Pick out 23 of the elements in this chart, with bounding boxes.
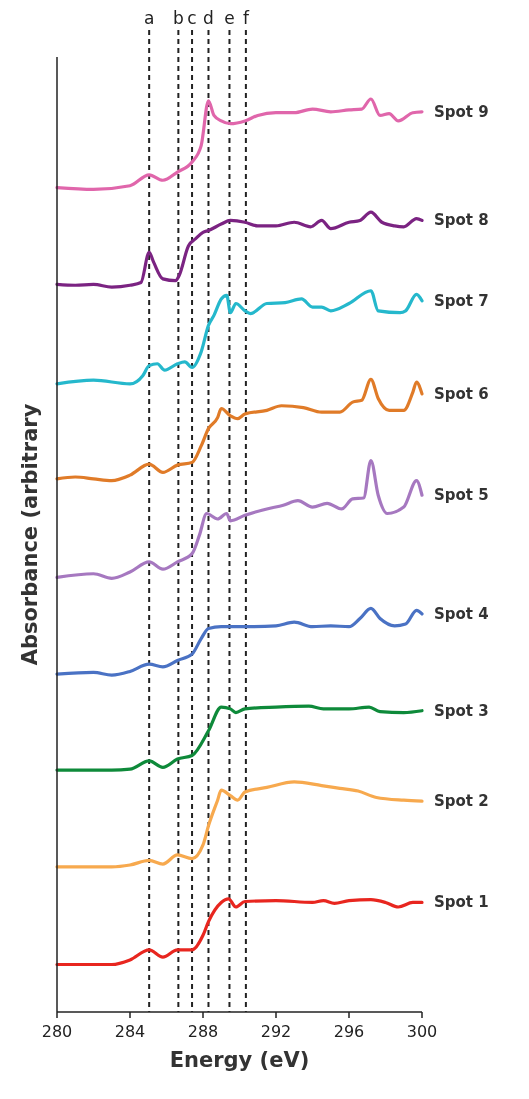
- x-tick-label: 292: [260, 1022, 292, 1041]
- series-label: Spot 1: [434, 893, 489, 912]
- x-tick-label: 296: [333, 1022, 365, 1041]
- series-label: Spot 3: [434, 701, 489, 720]
- ref-line-label: d: [203, 8, 214, 28]
- series-label: Spot 6: [434, 384, 489, 403]
- series-label: Spot 4: [434, 604, 489, 623]
- series-label: Spot 8: [434, 211, 489, 230]
- ref-line-label: b: [172, 8, 184, 28]
- ref-line-label: a: [143, 8, 155, 28]
- x-axis-title: Energy (eV): [169, 1048, 310, 1072]
- ref-line-label: f: [242, 8, 250, 28]
- y-axis-title: Absorbance (arbitrary: [18, 403, 42, 666]
- x-tick-label: 284: [114, 1022, 146, 1041]
- x-tick-label: 300: [406, 1022, 438, 1041]
- series-label: Spot 7: [434, 291, 489, 310]
- x-tick-label: 288: [187, 1022, 219, 1041]
- ref-line-label: c: [187, 8, 197, 28]
- series-label: Spot 9: [434, 102, 489, 121]
- series-label: Spot 5: [434, 486, 489, 505]
- ref-line-label: e: [224, 8, 235, 28]
- series-label: Spot 2: [434, 792, 489, 811]
- x-tick-label: 280: [41, 1022, 73, 1041]
